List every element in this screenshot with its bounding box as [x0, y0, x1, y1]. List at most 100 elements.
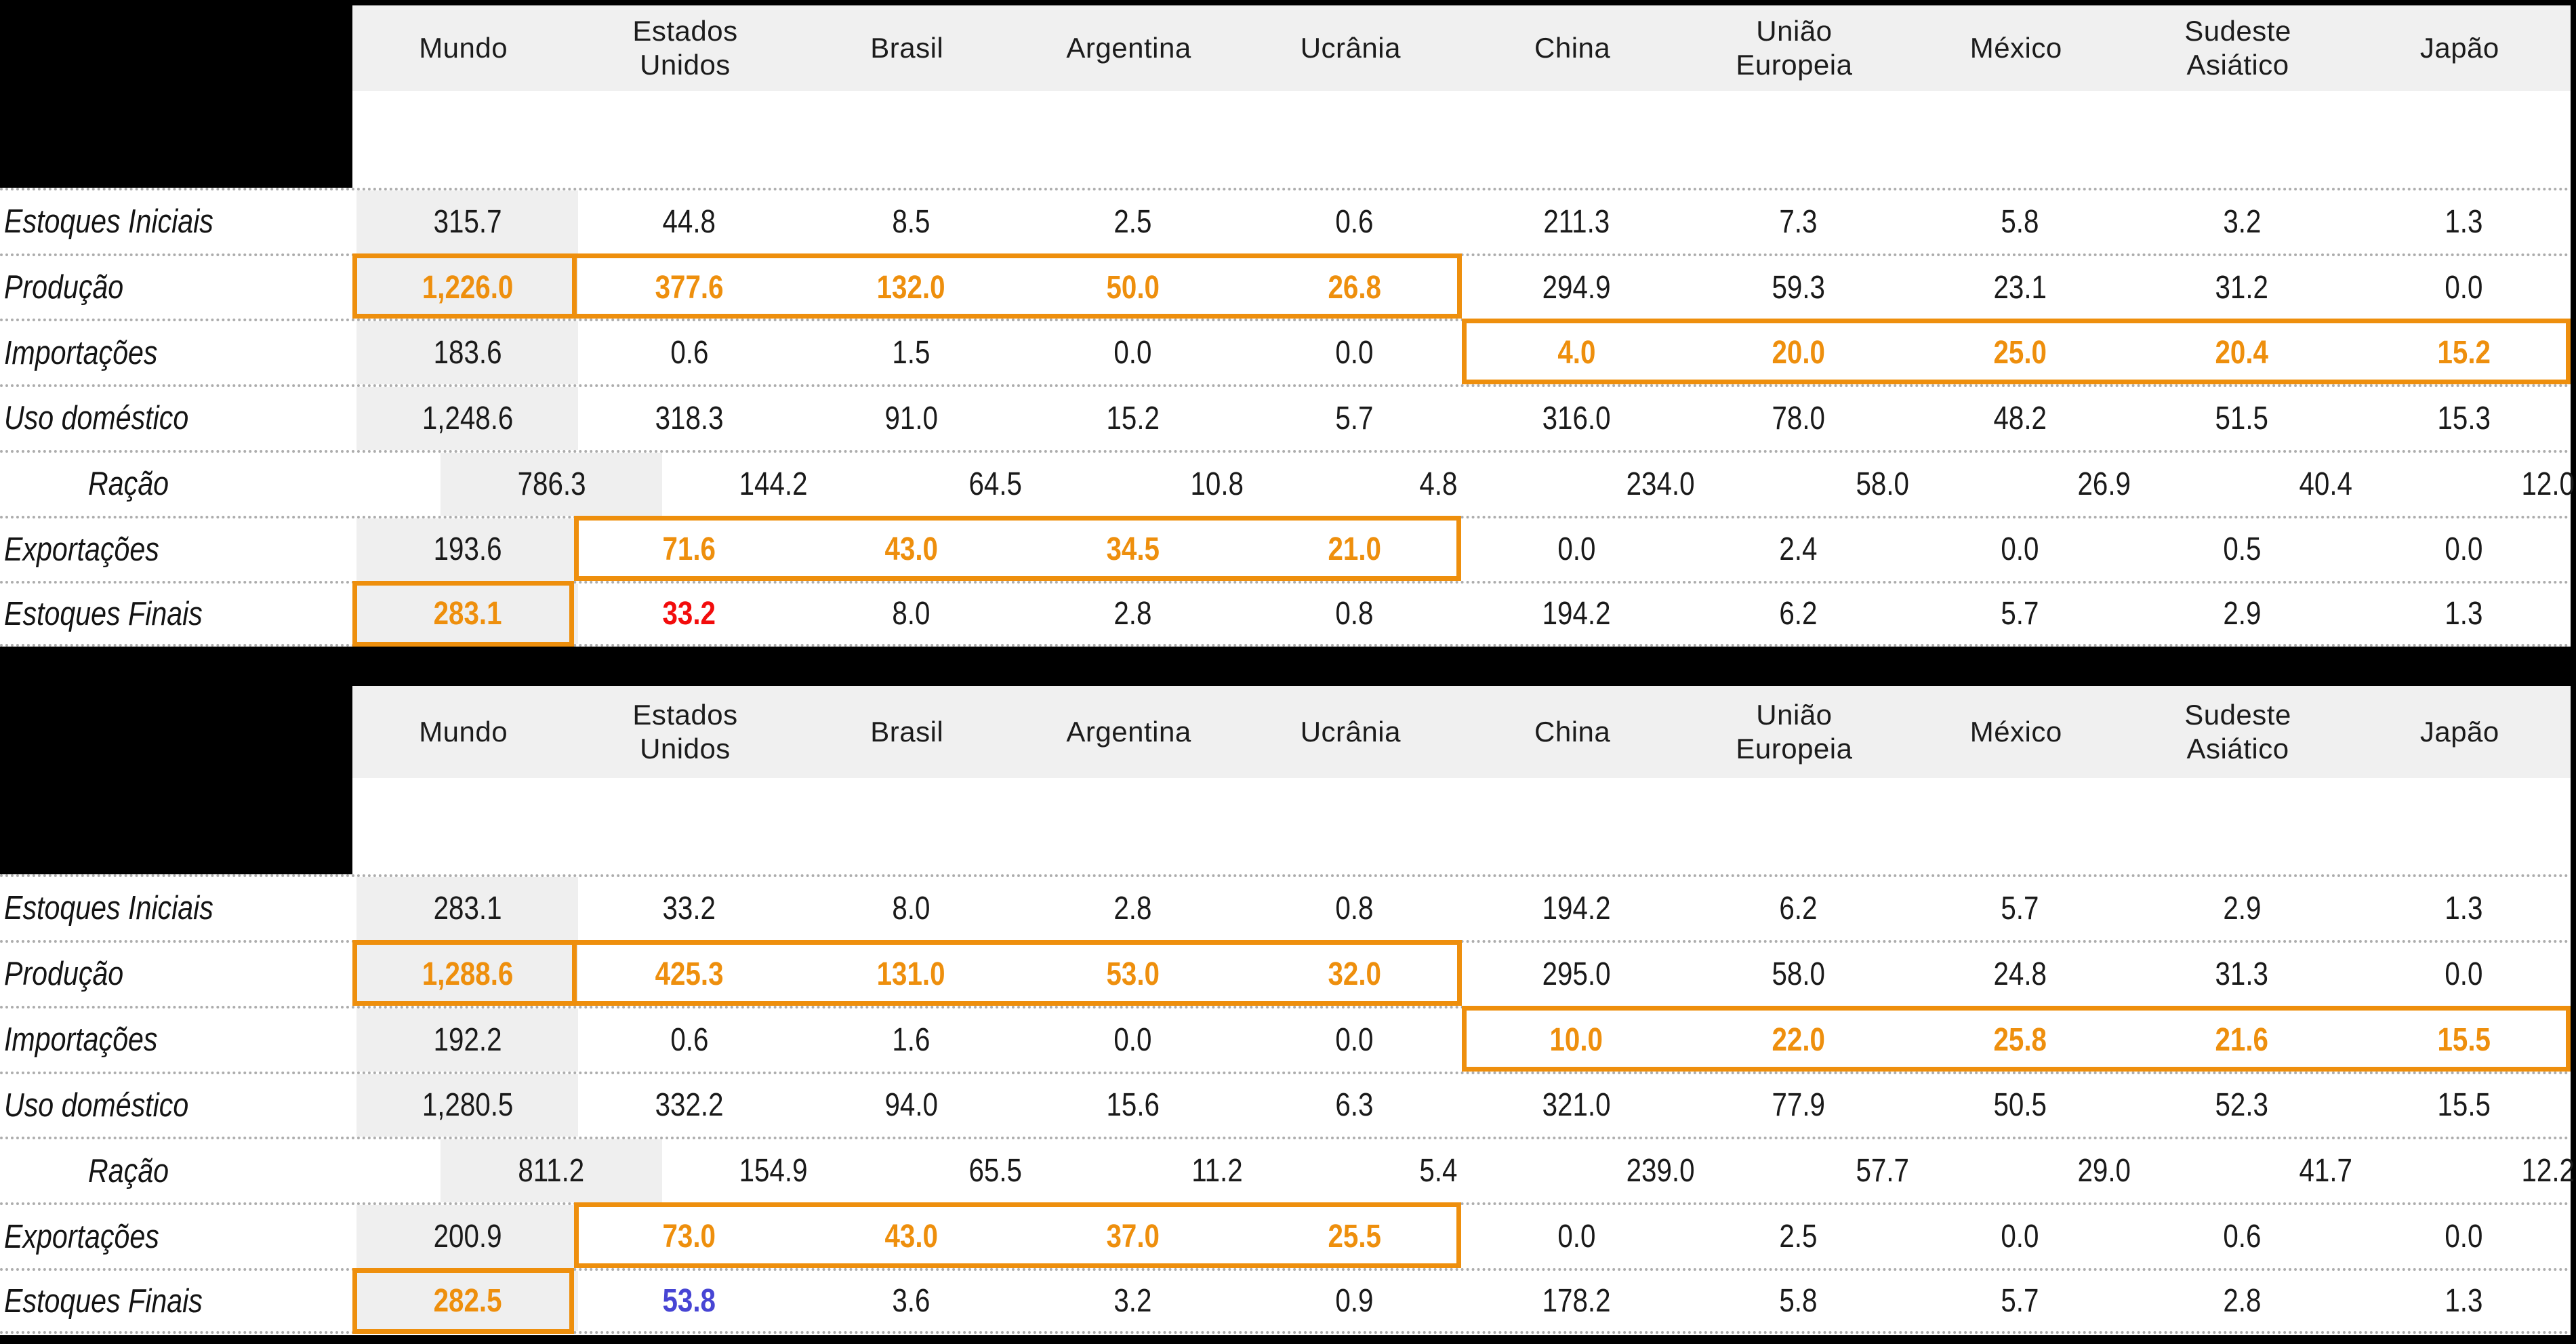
value-text: 0.0: [1113, 1021, 1152, 1058]
tabela-inferior-header-band: Mundo Estados Unidos Brasil Argentina Ucrâni…: [352, 686, 2571, 778]
value-text: 50.5: [1993, 1087, 2047, 1124]
value-cell: 64.5: [884, 453, 1106, 516]
value-cell: 0.5: [2131, 518, 2352, 582]
tabela-superior-row-7: Estoques Finais 283.1 33.2 8.0 2.8 0.8 194.2 6.…: [0, 581, 2571, 647]
row-label: Ração: [0, 1139, 441, 1202]
column-header-1: Mundo: [419, 716, 508, 748]
column-header-10: Japão: [2419, 32, 2499, 64]
value-cell: 2.5: [1022, 190, 1244, 253]
value-text: 5.7: [2001, 890, 2039, 926]
value-cell: 200.9: [356, 1205, 579, 1269]
value-cell: 3.6: [800, 1271, 1022, 1331]
value-cell: 0.6: [578, 1009, 800, 1072]
value-cell: 52.3: [2131, 1074, 2352, 1137]
value-text: 234.0: [1626, 466, 1695, 502]
value-text: 283.1: [433, 596, 502, 632]
row-label: Estoques Iniciais: [0, 190, 356, 253]
value-cell: 4.0: [1465, 321, 1687, 384]
value-cell: 43.0: [800, 1205, 1022, 1268]
value-text: 50.0: [1106, 269, 1160, 306]
value-text: 57.7: [1856, 1153, 1909, 1189]
value-cell: 0.0: [1022, 321, 1244, 384]
value-cell: 23.1: [1909, 256, 2131, 319]
value-cell: 1.6: [800, 1009, 1022, 1072]
tabela-superior-row-5: Ração 786.3 144.2 64.5 10.8 4.8 234.0 58.0 26.9 4…: [0, 449, 2575, 516]
value-text: 1,226.0: [422, 269, 513, 306]
value-cell: 1.3: [2353, 877, 2575, 940]
value-cell: 234.0: [1549, 453, 1771, 516]
value-text: 53.8: [662, 1283, 716, 1320]
value-text: 91.0: [884, 400, 938, 436]
value-cell: 2.9: [2131, 877, 2352, 940]
value-text: 132.0: [876, 269, 945, 306]
value-text: 0.0: [2445, 531, 2483, 568]
value-text: 5.7: [2001, 596, 2039, 632]
value-cell: 21.6: [2131, 1009, 2352, 1072]
value-cell: 0.0: [1022, 1009, 1244, 1072]
value-text: 2.5: [1113, 203, 1152, 240]
value-cell: 33.2: [578, 877, 800, 940]
row-label: Uso doméstico: [0, 1074, 356, 1137]
value-text: 15.3: [2437, 400, 2491, 436]
value-text: 52.3: [2215, 1087, 2269, 1124]
value-cell: 51.5: [2131, 387, 2352, 450]
value-text: 192.2: [433, 1021, 502, 1058]
value-text: 0.6: [670, 335, 708, 371]
value-cell: 282.5: [356, 1271, 579, 1331]
value-text: 315.7: [433, 203, 502, 240]
value-text: 26.8: [1328, 269, 1382, 306]
value-cell: 0.0: [2353, 1205, 2575, 1268]
value-cell: 57.7: [1772, 1139, 1993, 1202]
column-header-7: União Europeia: [1736, 699, 1853, 765]
value-text: 0.0: [1335, 335, 1374, 371]
value-text: 2.5: [1779, 1219, 1818, 1255]
value-text: 211.3: [1543, 203, 1610, 240]
value-cell: 5.4: [1328, 1139, 1549, 1202]
value-cell: 294.9: [1465, 256, 1687, 319]
column-header-3: Brasil: [870, 716, 944, 748]
value-cell: 154.9: [662, 1139, 884, 1202]
value-text: 194.2: [1542, 596, 1611, 632]
value-cell: 53.0: [1022, 943, 1244, 1006]
value-cell: 31.2: [2131, 256, 2352, 319]
value-cell: 0.6: [578, 321, 800, 384]
column-header-5: Ucrânia: [1300, 716, 1401, 748]
value-cell: 0.0: [1909, 518, 2131, 582]
value-cell: 11.2: [1106, 1139, 1328, 1202]
value-cell: 0.0: [1909, 1205, 2131, 1268]
value-text: 37.0: [1106, 1219, 1160, 1255]
value-cell: 192.2: [356, 1008, 579, 1072]
row-label: Uso doméstico: [0, 387, 356, 450]
value-text: 193.6: [433, 531, 502, 568]
value-cell: 65.5: [884, 1139, 1106, 1202]
value-cell: 20.0: [1688, 321, 1909, 384]
value-text: 4.0: [1557, 335, 1596, 371]
table-top-border: [0, 0, 2576, 5]
value-cell: 32.0: [1244, 943, 1465, 1006]
value-cell: 58.0: [1772, 453, 1993, 516]
value-cell: 316.0: [1465, 387, 1687, 450]
value-cell: 2.9: [2131, 584, 2352, 644]
tabela-inferior-row-3: Importações 192.2 0.6 1.6 0.0 0.0 10.0 22.0 25.8…: [0, 1005, 2571, 1072]
value-text: 5.8: [1779, 1283, 1818, 1320]
column-header-7: União Europeia: [1736, 15, 1853, 81]
tabela-inferior-row-5: Ração 811.2 154.9 65.5 11.2 5.4 239.0 57.7 29.0 4…: [0, 1137, 2575, 1203]
value-cell: 6.3: [1244, 1074, 1465, 1137]
row-label: Produção: [0, 256, 356, 319]
value-text: 1.3: [2445, 890, 2483, 926]
column-header-8: México: [1969, 32, 2062, 64]
value-cell: 0.0: [2353, 518, 2575, 582]
value-cell: 2.5: [1688, 1205, 1909, 1268]
value-cell: 425.3: [578, 943, 800, 1006]
value-cell: 10.0: [1465, 1009, 1687, 1072]
row-label: Produção: [0, 943, 356, 1006]
value-cell: 0.0: [1465, 1205, 1687, 1268]
row-label-text: Uso doméstico: [4, 400, 189, 437]
value-cell: 1,280.5: [356, 1074, 579, 1137]
row-label: Exportações: [0, 1205, 356, 1268]
value-cell: 48.2: [1909, 387, 2131, 450]
value-cell: 20.4: [2131, 321, 2352, 384]
value-cell: 37.0: [1022, 1205, 1244, 1268]
value-cell: 144.2: [662, 453, 884, 516]
